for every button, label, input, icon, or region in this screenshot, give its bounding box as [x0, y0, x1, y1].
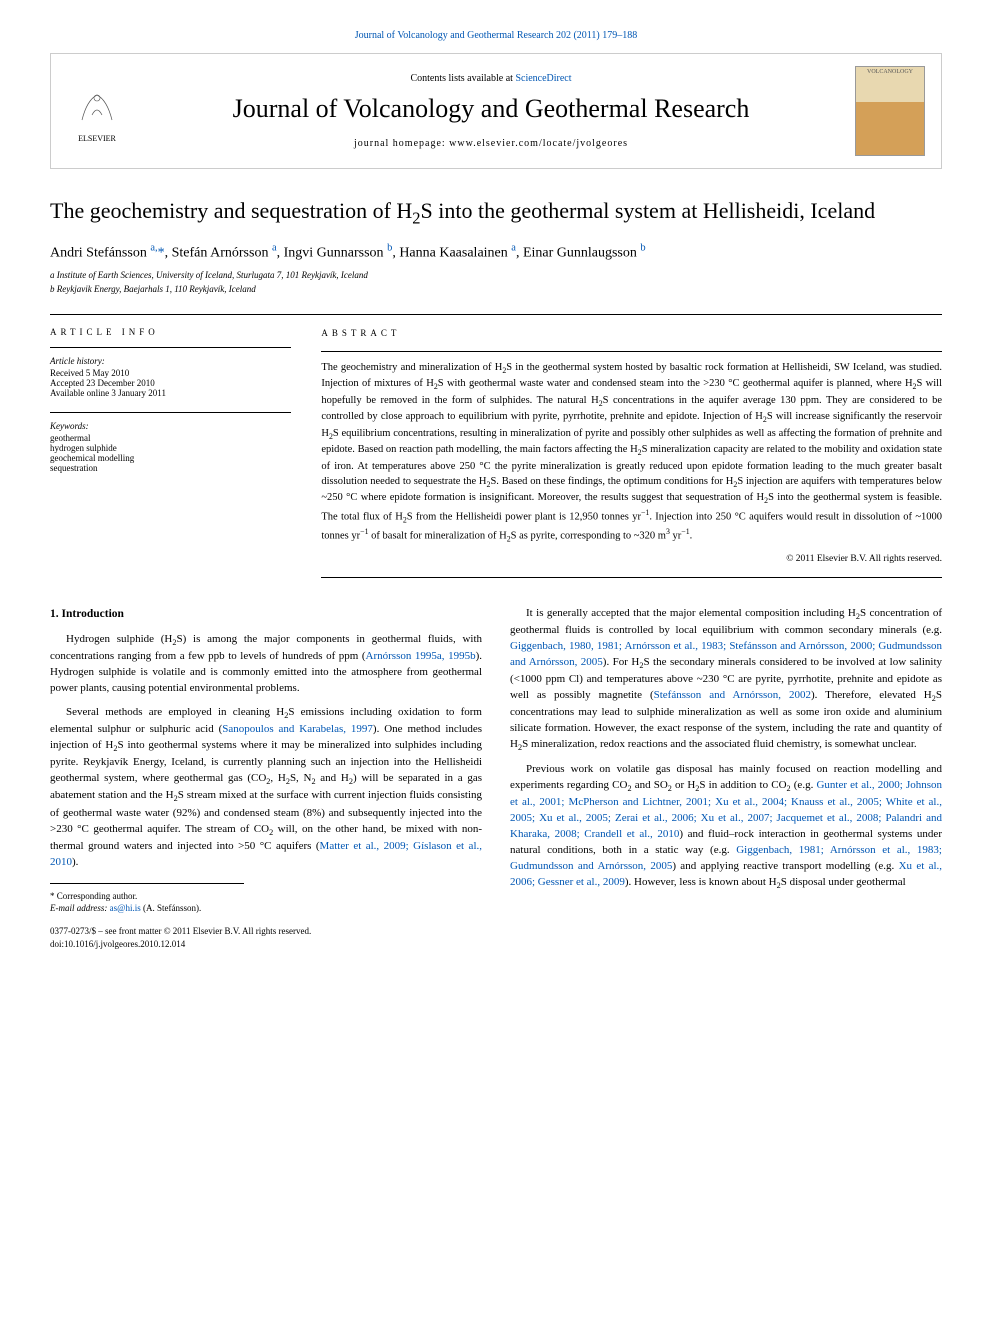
keywords-header: Keywords: [50, 421, 291, 431]
author-email-link[interactable]: as@hi.is [110, 903, 141, 913]
abstract-label: ABSTRACT [321, 327, 942, 340]
journal-cover-thumb: VOLCANOLOGY [855, 66, 925, 156]
top-citation-link[interactable]: Journal of Volcanology and Geothermal Re… [355, 30, 638, 41]
body-para: It is generally accepted that the major … [510, 606, 942, 754]
sciencedirect-link[interactable]: ScienceDirect [515, 73, 571, 84]
homepage-prefix: journal homepage: [354, 138, 449, 149]
email-line: E-mail address: as@hi.is (A. Stefánsson)… [50, 902, 482, 915]
authors-line: Andri Stefánsson a,*, Stefán Arnórsson a… [50, 243, 942, 262]
email-name: (A. Stefánsson). [141, 903, 202, 913]
body-left-col: 1. Introduction Hydrogen sulphide (H2S) … [50, 606, 482, 951]
body-columns: 1. Introduction Hydrogen sulphide (H2S) … [50, 606, 942, 951]
homepage-url: www.elsevier.com/locate/jvolgeores [449, 138, 628, 149]
body-right-col: It is generally accepted that the major … [510, 606, 942, 951]
journal-name: Journal of Volcanology and Geothermal Re… [143, 94, 839, 124]
affiliations: a Institute of Earth Sciences, Universit… [50, 269, 942, 296]
affiliation-b: b Reykjavik Energy, Baejarhals 1, 110 Re… [50, 283, 942, 297]
abstract-copyright: © 2011 Elsevier B.V. All rights reserved… [321, 553, 942, 567]
history-line: Available online 3 January 2011 [50, 388, 291, 398]
top-citation: Journal of Volcanology and Geothermal Re… [50, 30, 942, 41]
footer-doi: doi:10.1016/j.jvolgeores.2010.12.014 [50, 938, 482, 951]
keyword: geochemical modelling [50, 453, 291, 463]
elsevier-logo: ELSEVIER [67, 76, 127, 146]
keyword: sequestration [50, 463, 291, 473]
contents-line: Contents lists available at ScienceDirec… [143, 73, 839, 84]
body-para: Previous work on volatile gas disposal h… [510, 762, 942, 892]
header-center: Contents lists available at ScienceDirec… [143, 73, 839, 149]
corresponding-author: * Corresponding author. [50, 890, 482, 903]
history-line: Accepted 23 December 2010 [50, 378, 291, 388]
body-para: Hydrogen sulphide (H2S) is among the maj… [50, 632, 482, 697]
affiliation-a: a Institute of Earth Sciences, Universit… [50, 269, 942, 283]
homepage-line: journal homepage: www.elsevier.com/locat… [143, 138, 839, 149]
keyword: geothermal [50, 433, 291, 443]
keyword: hydrogen sulphide [50, 443, 291, 453]
footer-issn: 0377-0273/$ – see front matter © 2011 El… [50, 925, 482, 938]
keywords-block: Keywords: geothermal hydrogen sulphide g… [50, 421, 291, 473]
cover-label: VOLCANOLOGY [858, 69, 922, 75]
abstract-text: The geochemistry and mineralization of H… [321, 360, 942, 545]
history-header: Article history: [50, 356, 291, 366]
section-heading-intro: 1. Introduction [50, 606, 482, 623]
abstract-col: ABSTRACT The geochemistry and mineraliza… [321, 327, 942, 577]
info-abstract-row: ARTICLE INFO Article history: Received 5… [50, 314, 942, 577]
article-info-col: ARTICLE INFO Article history: Received 5… [50, 327, 291, 577]
article-title: The geochemistry and sequestration of H2… [50, 197, 942, 229]
body-para: Several methods are employed in cleaning… [50, 705, 482, 870]
article-history: Article history: Received 5 May 2010 Acc… [50, 356, 291, 398]
history-line: Received 5 May 2010 [50, 368, 291, 378]
journal-header: ELSEVIER Contents lists available at Sci… [50, 53, 942, 169]
contents-prefix: Contents lists available at [410, 73, 515, 84]
article-info-label: ARTICLE INFO [50, 327, 291, 337]
email-label: E-mail address: [50, 903, 110, 913]
footnotes: * Corresponding author. E-mail address: … [50, 890, 482, 915]
elsevier-label: ELSEVIER [78, 134, 116, 143]
